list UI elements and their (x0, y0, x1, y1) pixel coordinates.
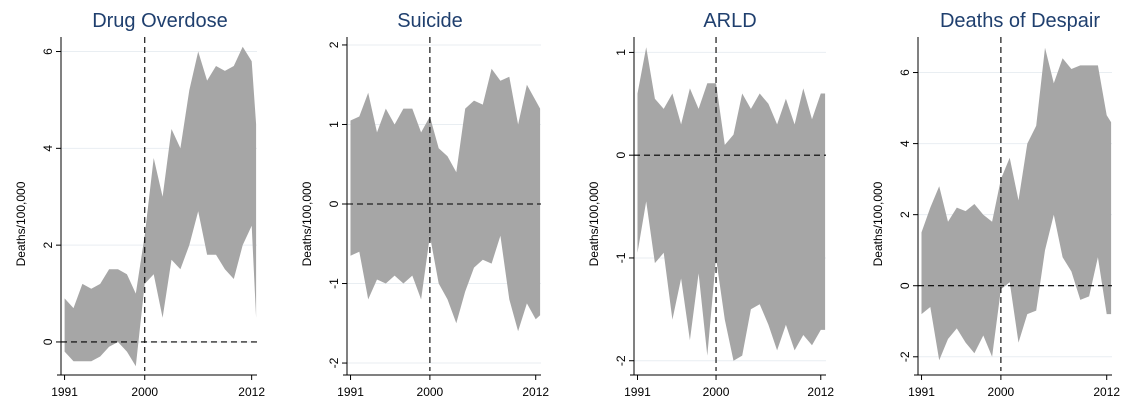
y-tick-label: 0 (898, 282, 912, 289)
y-tick-label: 6 (41, 48, 55, 55)
chart-panel-2: -2 -1 0 1 2 1991 2000 2012 Deaths/100,000 Suicide (300, 10, 549, 399)
x-tick-label: 2012 (807, 385, 834, 399)
x-tick-label: 2012 (522, 385, 549, 399)
x-tick-label: 2000 (131, 385, 158, 399)
y-axis-label: Deaths/100,000 (300, 181, 314, 266)
y-axis-label: Deaths/100,000 (587, 181, 601, 266)
y-tick-label: 2 (327, 41, 341, 48)
y-tick-label: 1 (327, 121, 341, 128)
confidence-band (921, 47, 1112, 361)
y-tick-label: -1 (614, 252, 628, 263)
x-tick-label: 1991 (624, 385, 651, 399)
y-tick-label: 0 (614, 152, 628, 159)
chart-title: ARLD (703, 10, 756, 32)
y-tick-label: 0 (41, 338, 55, 345)
y-tick-label: 4 (898, 140, 912, 147)
chart-panel-3: -2 -1 0 1 1991 2000 2012 Deaths/100,000 ARLD (587, 10, 834, 399)
x-tick-label: 2000 (703, 385, 730, 399)
x-tick-label: 1991 (908, 385, 935, 399)
x-tick-label: 2012 (1093, 385, 1120, 399)
y-tick-label: 4 (41, 145, 55, 152)
confidence-band (350, 68, 541, 332)
y-tick-label: 0 (327, 200, 341, 207)
chart-panel-1: 0 2 4 6 1991 2000 2012 Deaths/100,000 Drug Overd… (14, 10, 265, 399)
x-tick-label: 1991 (337, 385, 364, 399)
y-tick-label: 2 (41, 241, 55, 248)
y-tick-label: 2 (898, 211, 912, 218)
confidence-band (64, 46, 257, 367)
y-axis-label: Deaths/100,000 (871, 181, 885, 266)
chart-panel-4: -2 0 2 4 6 1991 2000 2012 Deaths/100,000 Deaths o… (871, 10, 1120, 399)
x-tick-label: 2000 (417, 385, 444, 399)
x-tick-label: 2012 (238, 385, 265, 399)
chart-title: Deaths of Despair (940, 10, 1100, 32)
chart-title: Drug Overdose (92, 10, 228, 32)
y-tick-label: -2 (327, 357, 341, 368)
y-tick-label: 6 (898, 69, 912, 76)
y-tick-label: -1 (327, 278, 341, 289)
x-tick-label: 1991 (51, 385, 78, 399)
x-tick-label: 2000 (988, 385, 1015, 399)
y-tick-label: -2 (614, 355, 628, 366)
confidence-band (637, 47, 826, 361)
y-tick-label: -2 (898, 351, 912, 362)
chart-title: Suicide (397, 10, 463, 32)
y-axis-label: Deaths/100,000 (14, 181, 28, 266)
y-tick-label: 1 (614, 49, 628, 56)
